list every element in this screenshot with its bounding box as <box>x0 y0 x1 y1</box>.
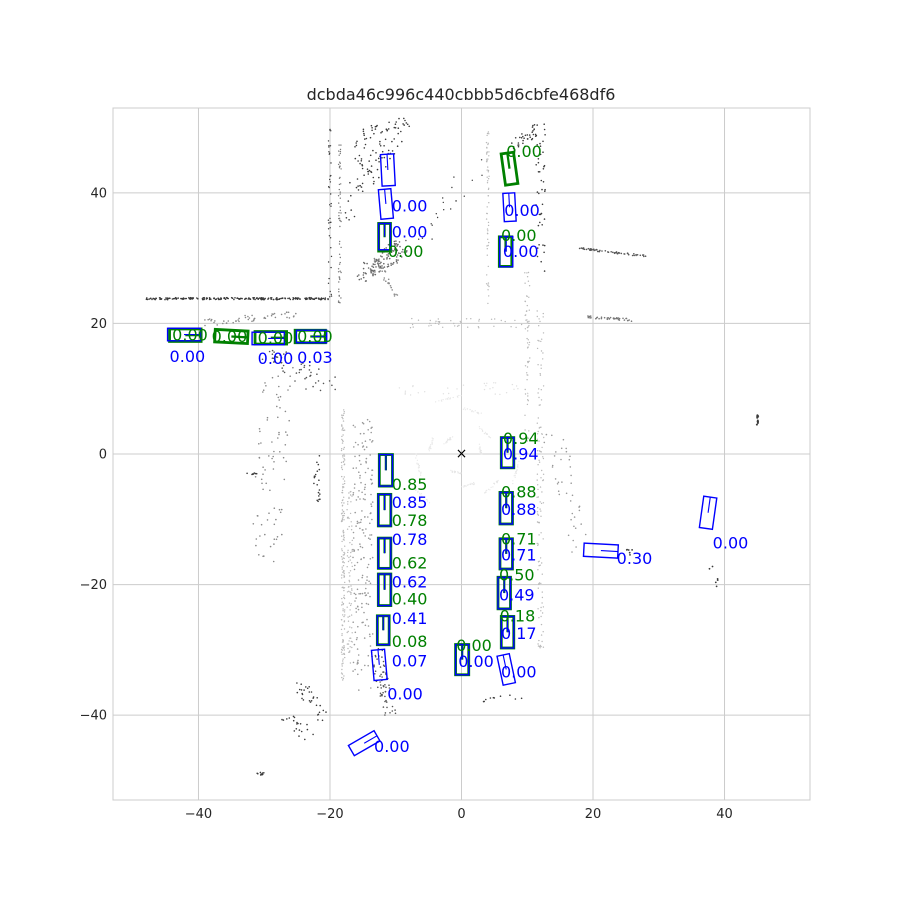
grid-lines <box>113 108 810 800</box>
gt-score-label: 0.94 <box>503 429 539 448</box>
pred-box <box>499 491 514 525</box>
pred-score-label: 0.71 <box>501 546 537 565</box>
pred-score-label: 0.00 <box>387 685 423 704</box>
gt-score-label: 0.00 <box>501 226 537 245</box>
y-tick-label: −20 <box>80 578 107 593</box>
pred-box <box>377 222 392 251</box>
pred-score-label: 0.94 <box>503 445 539 464</box>
gt-score-label: 0.71 <box>501 529 537 548</box>
prediction-boxes <box>166 153 718 757</box>
pred-score-label: 0.00 <box>258 349 294 368</box>
pred-box <box>582 542 620 559</box>
gt-score-label: 0.08 <box>392 632 428 651</box>
y-tick-label: −40 <box>80 709 107 724</box>
pred-score-label: 0.85 <box>392 493 428 512</box>
pred-box <box>496 652 517 687</box>
pred-box <box>499 538 514 570</box>
pred-score-label: 0.00 <box>392 196 428 215</box>
pred-box <box>376 615 390 646</box>
pred-score-label: 0.88 <box>501 500 537 519</box>
pred-box <box>502 192 517 223</box>
gt-score-label: 0.00 <box>456 636 492 655</box>
gt-score-label: 0.00 <box>172 326 208 345</box>
pred-score-label: 0.00 <box>392 223 428 242</box>
y-axis-ticks: −40 −20 0 20 40 <box>80 186 107 723</box>
gt-score-label: 0.00 <box>506 142 542 161</box>
pred-score-label: 0.00 <box>501 663 537 682</box>
gt-score-label: 0.85 <box>392 475 428 494</box>
pred-box <box>379 153 396 187</box>
pred-score-label: 0.00 <box>504 201 540 220</box>
pred-box <box>377 493 392 527</box>
x-tick-label: 20 <box>585 807 602 822</box>
pred-box <box>370 648 388 682</box>
pred-box <box>498 235 514 268</box>
pred-score-label: 0.00 <box>374 737 410 756</box>
gt-score-label: 0.00 <box>297 327 333 346</box>
gt-box <box>213 327 250 346</box>
gt-score-label: 0.00 <box>258 328 294 347</box>
box-score-labels: 0.000.000.000.00 0.00 0.00 0.000.940.85 0.88… <box>170 142 749 756</box>
gt-score-label: 0.00 <box>388 242 424 261</box>
gt-box <box>499 150 520 187</box>
pred-score-label: 0.00 <box>458 652 494 671</box>
pred-box <box>500 615 515 649</box>
y-tick-label: 40 <box>90 186 107 201</box>
gt-score-label: 0.00 <box>212 327 248 346</box>
chart-title: dcbda46c996c440cbbb5d6cbfe468df6 <box>307 85 616 104</box>
pred-score-label: 0.62 <box>392 572 428 591</box>
pred-score-label: 0.17 <box>501 624 537 643</box>
pred-box <box>251 331 285 346</box>
pred-box <box>497 576 512 610</box>
gt-score-label: 0.40 <box>392 589 428 608</box>
x-axis-ticks: −40 −20 0 20 40 <box>185 807 733 822</box>
pred-score-label: 0.30 <box>617 549 653 568</box>
gt-score-label: 0.62 <box>392 554 428 573</box>
pred-box <box>347 729 381 757</box>
pred-box <box>166 327 202 342</box>
pred-box <box>295 329 328 344</box>
x-tick-label: 40 <box>716 807 733 822</box>
x-tick-label: 0 <box>457 807 465 822</box>
y-tick-label: 20 <box>90 317 107 332</box>
pred-box <box>377 573 392 607</box>
pred-score-label: 0.49 <box>499 586 535 605</box>
y-tick-label: 0 <box>99 448 107 463</box>
gt-score-label: 0.50 <box>499 565 535 584</box>
pred-score-label: 0.41 <box>392 609 428 628</box>
pred-score-label: 0.00 <box>503 242 539 261</box>
x-tick-label: −20 <box>316 807 343 822</box>
pred-score-label: 0.03 <box>297 348 333 367</box>
pred-box <box>377 187 395 221</box>
pred-box <box>378 453 394 487</box>
x-tick-label: −40 <box>185 807 212 822</box>
pred-score-label: 0.07 <box>392 651 428 670</box>
plot-axes: 0.000.000.000.00 0.00 0.00 0.000.940.85 0.88… <box>112 107 811 801</box>
pred-box <box>377 537 392 570</box>
ego-vehicle-marker: × <box>456 446 468 462</box>
gt-score-label: 0.88 <box>501 482 537 501</box>
gt-score-label: 0.18 <box>500 606 536 625</box>
lidar-point-cloud <box>145 117 760 776</box>
pred-score-label: 0.00 <box>713 533 749 552</box>
pred-box <box>500 436 515 469</box>
pred-score-label: 0.00 <box>170 347 206 366</box>
pred-score-label: 0.78 <box>392 530 428 549</box>
pred-box <box>454 643 470 676</box>
gt-score-label: 0.78 <box>392 511 428 530</box>
pred-box <box>698 495 718 531</box>
